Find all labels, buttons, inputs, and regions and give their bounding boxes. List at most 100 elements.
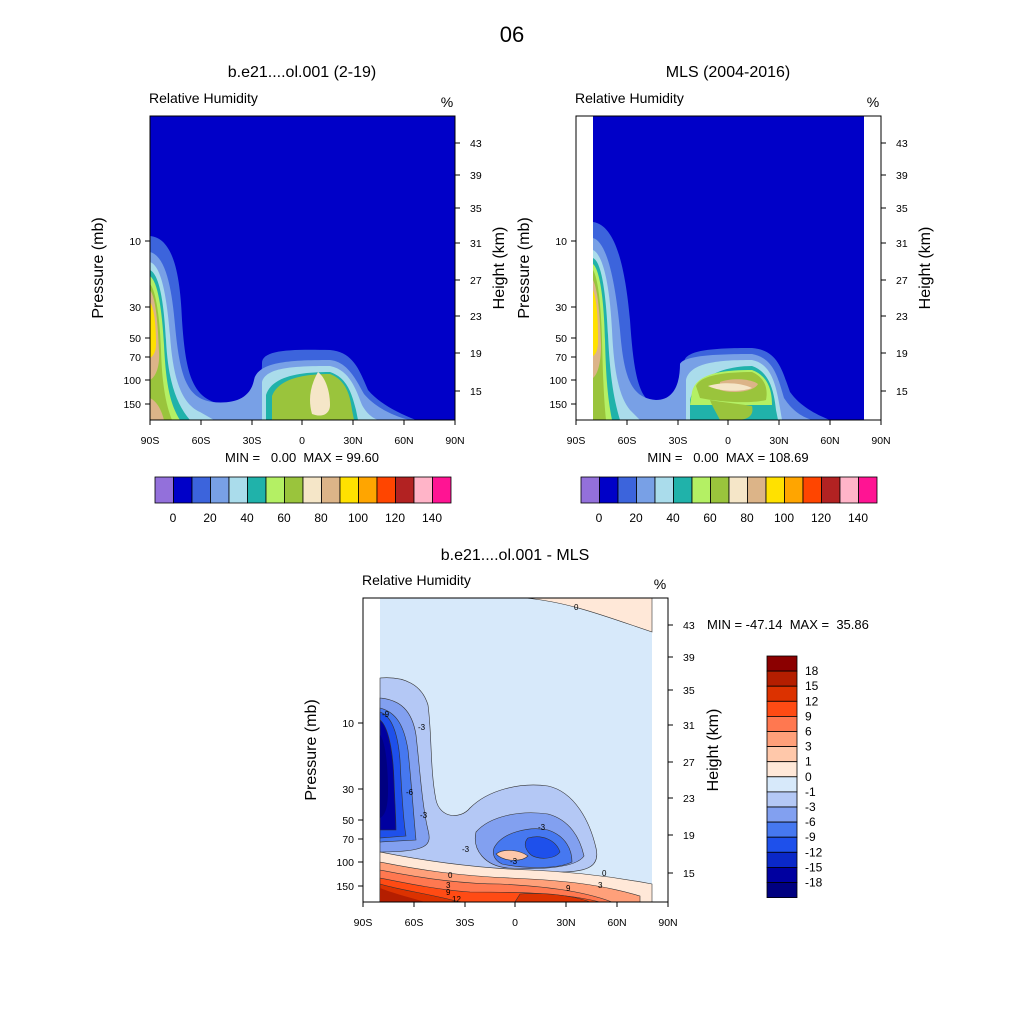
y-tick-label: 150 bbox=[336, 881, 354, 893]
x-tick-label: 90N bbox=[445, 435, 464, 447]
colorbar-swatch bbox=[766, 716, 798, 732]
axis-ticks bbox=[145, 142, 460, 425]
y-tick-label: 19 bbox=[683, 830, 695, 842]
colorbar-label: -6 bbox=[805, 815, 816, 829]
y-tick-labels-right: 43 39 35 31 27 23 19 15 bbox=[896, 138, 908, 398]
colorbar-label: 15 bbox=[805, 679, 819, 693]
colorbar-label: -18 bbox=[805, 876, 823, 890]
contour-label: -6 bbox=[406, 788, 414, 797]
colorbar-swatch bbox=[747, 476, 767, 504]
panel-subtitle: Relative Humidity bbox=[575, 90, 684, 106]
y-axis-label: Pressure (mb) bbox=[516, 217, 533, 318]
x-tick-labels: 90S 60S 30S 0 30N 60N 90N bbox=[141, 435, 465, 447]
y-tick-label: 15 bbox=[470, 386, 482, 398]
y-tick-label: 43 bbox=[470, 138, 482, 150]
panel-subtitle: Relative Humidity bbox=[149, 90, 258, 106]
y-tick-label: 39 bbox=[683, 652, 695, 664]
x-tick-label: 60N bbox=[607, 917, 626, 929]
contour-label: 9 bbox=[566, 884, 571, 893]
x-tick-label: 0 bbox=[299, 435, 305, 447]
colorbar-swatch bbox=[339, 476, 359, 504]
y-tick-labels-left: 10 30 50 70 100 150 bbox=[336, 718, 354, 893]
contour-label: -3 bbox=[420, 811, 428, 820]
x-tick-label: 0 bbox=[725, 435, 731, 447]
colorbar-swatch bbox=[173, 476, 193, 504]
colorbar-swatch bbox=[766, 700, 798, 717]
y-tick-label: 27 bbox=[470, 275, 482, 287]
colorbar-swatch bbox=[766, 685, 798, 702]
x-tick-label: 0 bbox=[512, 917, 518, 929]
colorbar-swatch bbox=[247, 476, 267, 504]
y-tick-label: 50 bbox=[555, 333, 567, 345]
x-tick-label: 30N bbox=[343, 435, 362, 447]
colorbar-swatch bbox=[839, 476, 859, 504]
y-tick-label: 23 bbox=[896, 311, 908, 323]
colorbar-swatch bbox=[728, 476, 748, 504]
panel-mls: MLS (2004-2016) Relative Humidity % 90S … bbox=[516, 64, 934, 525]
colorbar-swatch bbox=[284, 476, 304, 504]
moisture-region bbox=[593, 280, 758, 392]
y-tick-label: 150 bbox=[123, 399, 141, 411]
colorbar-label: 9 bbox=[805, 709, 812, 723]
x-tick-label: 90S bbox=[141, 435, 160, 447]
x-tick-label: 90S bbox=[567, 435, 586, 447]
y-tick-label: 70 bbox=[555, 352, 567, 364]
x-tick-label: 30N bbox=[556, 917, 575, 929]
colorbar-label: 60 bbox=[277, 511, 291, 525]
y-tick-labels-right: 43 39 35 31 27 23 19 15 bbox=[470, 138, 482, 398]
colorbar-swatch bbox=[766, 821, 798, 838]
colorbar-swatch bbox=[302, 476, 322, 504]
difference-region bbox=[495, 850, 529, 861]
contour-label: 0 bbox=[448, 871, 453, 880]
colorbar-label: 0 bbox=[596, 511, 603, 525]
y-tick-label: 19 bbox=[896, 348, 908, 360]
colorbar-label: 1 bbox=[805, 755, 812, 769]
moisture-region bbox=[593, 290, 598, 356]
colorbar-label: -15 bbox=[805, 860, 823, 874]
colorbar-label: 3 bbox=[805, 740, 812, 754]
colorbar-swatch bbox=[432, 476, 452, 504]
y-tick-label: 100 bbox=[123, 375, 141, 387]
colorbar-swatch bbox=[766, 806, 798, 823]
x-tick-labels: 90S 60S 30S 0 30N 60N 90N bbox=[567, 435, 891, 447]
y-tick-label: 43 bbox=[896, 138, 908, 150]
colorbar-swatch bbox=[821, 476, 841, 504]
stats-label: MIN = 0.00 MAX = 108.69 bbox=[647, 450, 808, 465]
stats-label: MIN = 0.00 MAX = 99.60 bbox=[225, 450, 379, 465]
contour-label: -3 bbox=[418, 723, 426, 732]
y-tick-label: 43 bbox=[683, 620, 695, 632]
x-tick-label: 30S bbox=[456, 917, 475, 929]
axis-ticks bbox=[571, 142, 886, 425]
y-tick-label: 31 bbox=[683, 720, 695, 732]
colorbar-swatch bbox=[766, 746, 798, 763]
y-tick-label: 35 bbox=[683, 685, 695, 697]
colorbar-label: 0 bbox=[170, 511, 177, 525]
y-tick-labels-left: 10 30 50 70 100 150 bbox=[549, 236, 567, 411]
y-tick-label: 150 bbox=[549, 399, 567, 411]
y-tick-label: 31 bbox=[470, 238, 482, 250]
y-axis-label: Pressure (mb) bbox=[90, 217, 107, 318]
colorbar-swatch bbox=[599, 476, 619, 504]
colorbar-label: 140 bbox=[422, 511, 442, 525]
colorbar bbox=[580, 476, 878, 504]
colorbar-label: -9 bbox=[805, 830, 816, 844]
panel-subtitle: Relative Humidity bbox=[362, 572, 471, 588]
y-tick-label: 39 bbox=[470, 170, 482, 182]
colorbar-swatch bbox=[766, 655, 798, 672]
colorbar-label: -12 bbox=[805, 845, 823, 859]
x-tick-labels: 90S 60S 30S 0 30N 60N 90N bbox=[354, 917, 678, 929]
y-tick-label: 15 bbox=[896, 386, 908, 398]
colorbar-label: 100 bbox=[774, 511, 794, 525]
x-tick-label: 60S bbox=[192, 435, 211, 447]
units-label: % bbox=[441, 94, 453, 110]
colorbar-swatch bbox=[766, 731, 798, 748]
colorbar-swatch bbox=[766, 670, 798, 687]
y-tick-label: 39 bbox=[896, 170, 908, 182]
y-tick-label: 50 bbox=[129, 333, 141, 345]
colorbar-label: 80 bbox=[740, 511, 754, 525]
colorbar-swatch bbox=[228, 476, 248, 504]
y-tick-label: 70 bbox=[342, 834, 354, 846]
colorbar-label: 18 bbox=[805, 664, 819, 678]
moisture-region bbox=[708, 383, 752, 391]
